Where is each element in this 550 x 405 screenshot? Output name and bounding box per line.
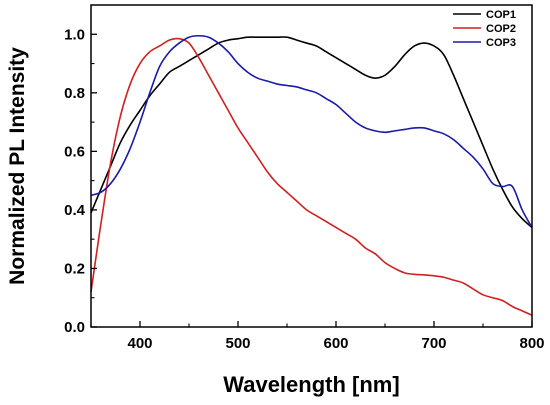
x-tick-label-400: 400: [127, 335, 152, 352]
x-axis-label: Wavelength [nm]: [223, 372, 399, 397]
y-tick-label-4: 0.8: [64, 85, 85, 102]
series-line-cop3: [90, 34, 533, 228]
series-line-cop2: [90, 37, 533, 317]
legend-label-cop1: COP1: [486, 9, 516, 21]
x-tick-label-600: 600: [323, 335, 348, 352]
y-tick-label-2: 0.4: [64, 202, 86, 219]
series-line-cop1: [90, 36, 533, 229]
y-axis-label: Normalized PL Intensity: [6, 47, 29, 285]
y-tick-label-3: 0.6: [64, 143, 85, 160]
y-tick-label-0: 0.0: [64, 319, 85, 336]
legend-label-cop2: COP2: [486, 23, 516, 35]
series-layer: [90, 34, 533, 317]
legend: COP1 COP2 COP3: [453, 9, 516, 49]
x-tick-label-700: 700: [421, 335, 446, 352]
plot-frame: [90, 4, 533, 328]
y-tick-label-5: 1.0: [64, 26, 85, 43]
y-tick-label-1: 0.2: [64, 260, 85, 277]
ticks-layer: 400 500 600 700 800 0.0 0.2 0.4 0.6 0.8 1.0: [64, 26, 544, 352]
x-tick-label-800: 800: [519, 335, 544, 352]
legend-label-cop3: COP3: [486, 37, 516, 49]
x-tick-label-500: 500: [225, 335, 250, 352]
